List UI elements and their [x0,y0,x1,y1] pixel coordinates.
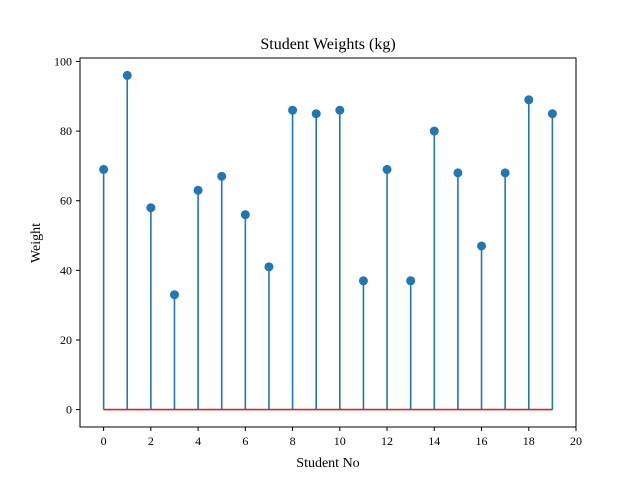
x-tick-label: 8 [290,434,296,448]
x-tick-label: 10 [334,434,346,448]
x-axis-label: Student No [296,456,359,471]
stem-marker [547,109,557,119]
stem-marker [311,109,321,119]
plot-area [99,70,557,411]
y-tick-label: 80 [60,124,72,138]
stem-marker [99,164,109,174]
plot-frame [79,57,577,428]
stem-marker [122,70,132,80]
stem-marker [500,168,510,178]
stem-marker [453,168,463,178]
x-tick-label: 6 [242,434,248,448]
stem-marker [193,185,203,195]
x-tick-label: 20 [570,434,582,448]
stem-marker [335,105,345,115]
y-tick-label: 20 [60,333,72,347]
stem-marker [477,241,487,251]
y-tick-label: 0 [66,403,72,417]
x-tick-label: 18 [523,434,535,448]
stem-marker [406,276,416,286]
x-tick-label: 0 [101,434,107,448]
y-tick-label: 60 [60,194,72,208]
y-axis-label: Weight [29,223,44,263]
stem-marker [240,210,250,220]
x-tick-label: 16 [476,434,488,448]
x-tick-label: 4 [195,434,201,448]
stem-marker [382,164,392,174]
stem-marker [288,105,298,115]
stem-marker [264,262,274,272]
stem-marker [358,276,368,286]
stem-marker [146,203,156,213]
y-tick-label: 100 [54,54,72,68]
stem-marker [169,290,179,300]
stem-marker [524,95,534,105]
stem-marker [429,126,439,136]
x-tick-label: 2 [148,434,154,448]
stem-marker [217,171,227,181]
chart-title: Student Weights (kg) [260,36,395,53]
y-tick-label: 40 [60,263,72,277]
x-tick-label: 14 [428,434,440,448]
x-tick-label: 12 [381,434,393,448]
